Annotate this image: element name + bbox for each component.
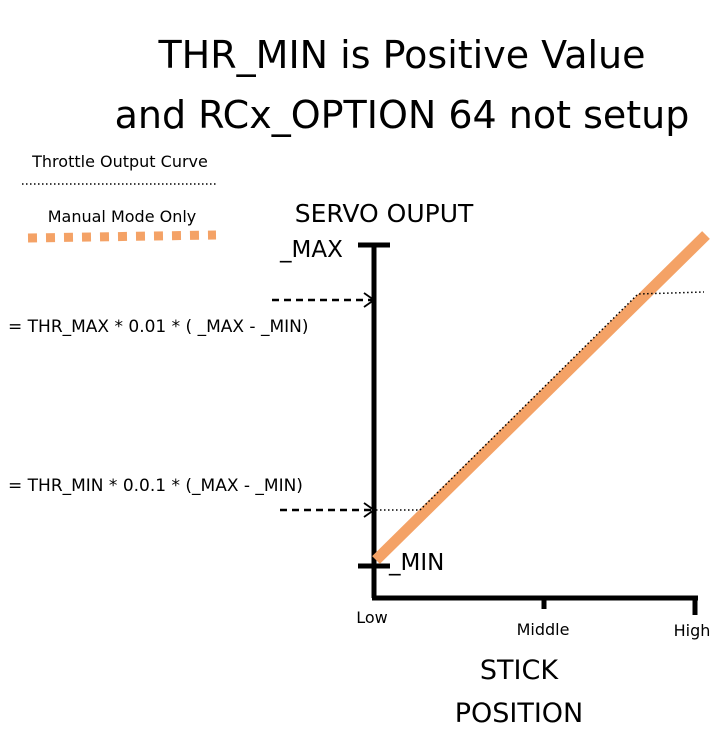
y-axis-max-label: _MAX (279, 237, 343, 263)
title-line-1: THR_MIN is Positive Value (157, 33, 645, 77)
legend-manual-line (27, 230, 217, 243)
x-tick-low: Low (356, 608, 388, 627)
x-axis: Low Middle High STICK POSITION (356, 595, 711, 729)
manual-mode-line (372, 231, 710, 564)
thr-min-arrow (280, 502, 376, 518)
legend-manual-label: Manual Mode Only (48, 207, 197, 226)
y-axis-title: SERVO OUPUT (295, 199, 474, 228)
legend-throttle-label: Throttle Output Curve (31, 152, 208, 171)
x-tick-middle: Middle (517, 620, 570, 639)
title-line-2: and RCx_OPTION 64 not setup (115, 93, 690, 137)
y-axis: SERVO OUPUT _MAX _MIN (279, 199, 474, 598)
legend: Throttle Output Curve Manual Mode Only (22, 152, 218, 243)
thr-max-formula: = THR_MAX * 0.01 * ( _MAX - _MIN) (8, 317, 309, 337)
x-axis-title-line-1: STICK (480, 655, 559, 686)
thr-min-formula: = THR_MIN * 0.0.1 * (_MAX - _MIN) (8, 476, 303, 496)
thr-max-arrow (272, 292, 376, 308)
y-axis-min-label: _MIN (388, 550, 444, 576)
x-axis-title-line-2: POSITION (455, 698, 584, 729)
x-tick-high: High (674, 621, 711, 640)
throttle-output-curve (376, 291, 705, 511)
